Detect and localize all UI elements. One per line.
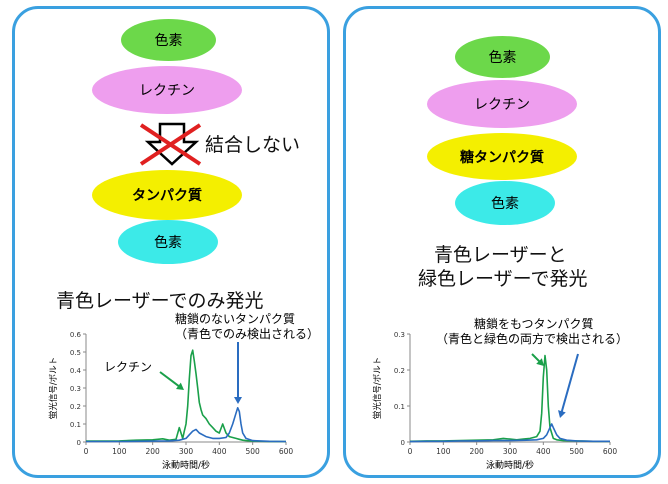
y-axis-label: 蛍光信号/ボルト: [48, 357, 59, 419]
y-tick-label: 0: [77, 439, 81, 447]
x-tick-label: 600: [279, 447, 294, 456]
y-tick-label: 0.5: [70, 349, 81, 357]
x-tick-label: 500: [570, 447, 585, 456]
left-annotation-line1: 糖鎖のないタンパク質: [175, 312, 296, 326]
y-tick-label: 0.6: [70, 331, 82, 339]
left-lectin-arrow-head: [176, 382, 184, 390]
y-axis-label: 蛍光信号/ボルト: [372, 357, 383, 419]
x-tick-label: 600: [603, 447, 618, 456]
y-tick-label: 0.4: [70, 367, 82, 375]
right-green-arrow-shaft: [531, 353, 541, 363]
right-oval-pigment-2: 色素: [455, 181, 555, 225]
x-axis-label: 泳動時間/秒: [486, 459, 534, 471]
y-tick-label: 0: [401, 439, 405, 447]
right-annotation-line1: 糖鎖をもつタンパク質: [474, 317, 594, 331]
x-tick-label: 0: [84, 447, 89, 456]
x-tick-label: 300: [179, 447, 194, 456]
x-tick-label: 400: [212, 447, 227, 456]
x-tick-label: 100: [112, 447, 127, 456]
x-tick-label: 100: [436, 447, 451, 456]
right-oval-lectin: レクチン: [427, 80, 577, 128]
right-oval-glycoprotein: 糖タンパク質: [427, 133, 577, 180]
x-tick-label: 0: [408, 447, 413, 456]
y-tick-label: 0.3: [70, 385, 81, 393]
right-caption-line1: 青色レーザーと: [434, 244, 567, 266]
left-lectin-arrow-shaft: [159, 371, 181, 388]
x-tick-label: 400: [536, 447, 551, 456]
y-tick-label: 0.2: [394, 367, 405, 375]
blocked-arrow-icon: [139, 122, 202, 166]
x-tick-label: 500: [246, 447, 261, 456]
left-oval-lectin: レクチン: [92, 66, 242, 114]
y-tick-label: 0.1: [70, 421, 81, 429]
right-annotation-line2: （青色と緑色の両方で検出される）: [436, 332, 629, 346]
left-annotation-lectin: レクチン: [104, 360, 153, 374]
left-oval-protein: タンパク質: [92, 170, 242, 220]
x-tick-label: 200: [146, 447, 161, 456]
x-tick-label: 200: [470, 447, 485, 456]
series-green-line: [409, 354, 610, 443]
right-caption-line2: 緑色レーザーで発光: [418, 268, 588, 290]
right-annotation: 糖鎖をもつタンパク質 （青色と緑色の両方で検出される）: [436, 317, 628, 347]
left-chart: 0 0.1 0.2 0.3 0.4 0.5 0.6 0 100 200 300 400 500 600 泳動…: [48, 331, 294, 471]
y-tick-label: 0.1: [394, 403, 405, 411]
left-oval-pigment: 色素: [121, 19, 216, 61]
right-chart: 0 0.1 0.2 0.3 0 100 200 300 400 500 600 泳動時間/秒 蛍光信号/…: [372, 331, 618, 471]
x-tick-label: 300: [503, 447, 518, 456]
y-tick-label: 0.2: [70, 403, 81, 411]
series-blue-line: [409, 423, 610, 443]
right-green-arrow-head: [536, 358, 544, 366]
left-annotation-line2: （青色でのみ検出される）: [175, 327, 320, 341]
left-oval-pigment-2: 色素: [118, 220, 218, 264]
right-blue-arrow-shaft: [560, 353, 579, 413]
y-tick-label: 0.3: [394, 331, 405, 339]
left-annotation-glycan: 糖鎖のないタンパク質 （青色でのみ検出される）: [175, 312, 319, 342]
left-glycan-arrow-head: [234, 397, 242, 404]
right-oval-pigment: 色素: [455, 36, 550, 78]
right-blue-arrow-head: [558, 410, 566, 418]
series-blue-line: [86, 407, 287, 443]
no-bind-label: 結合しない: [205, 134, 301, 156]
series-green-line: [86, 349, 286, 443]
left-caption: 青色レーザーでのみ発光: [56, 290, 264, 312]
x-axis-label: 泳動時間/秒: [162, 459, 210, 471]
